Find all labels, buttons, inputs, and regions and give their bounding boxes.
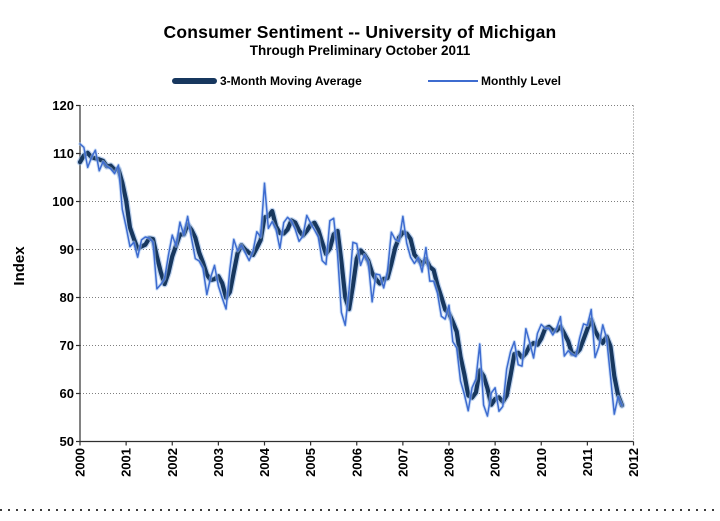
x-tick-labels: 2000 2001 2002 2003 2004 2005 2006 2007 2008 2009… — [73, 447, 642, 477]
y-tick-label: 90 — [60, 242, 74, 257]
x-tick-label: 2003 — [211, 448, 226, 477]
x-tick-label: 2010 — [534, 448, 549, 477]
monthly-level-line — [79, 143, 623, 417]
y-tick-label: 50 — [60, 434, 74, 449]
page-subtitle: Through Preliminary October 2011 — [249, 43, 471, 58]
footer-dotted-line — [0, 509, 720, 511]
x-tick-label: 2006 — [349, 448, 364, 477]
x-tick-label: 2004 — [257, 447, 272, 477]
y-tick-label: 100 — [52, 194, 74, 209]
x-tick-label: 2012 — [626, 448, 641, 477]
legend-item-moving-average: 3-Month Moving Average — [172, 74, 362, 88]
page-title: Consumer Sentiment -- University of Mich… — [163, 22, 557, 42]
y-tick-label: 70 — [60, 338, 74, 353]
x-tick-label: 2007 — [395, 448, 410, 477]
x-tick-label: 2011 — [580, 448, 595, 476]
y-tick-label: 60 — [60, 386, 74, 401]
series-lines — [76, 142, 626, 418]
y-tick-label: 110 — [53, 146, 74, 161]
y-axis-title: Index — [11, 246, 28, 286]
x-tick-label: 2009 — [488, 448, 503, 477]
y-tick-label: 80 — [60, 290, 74, 305]
moving-average-line-swatch — [172, 78, 217, 84]
x-tick-label: 2000 — [73, 448, 88, 477]
monthly-level-line-swatch — [428, 79, 478, 83]
x-tick-label: 2002 — [165, 448, 180, 477]
legend-label-monthly-level: Monthly Level — [481, 74, 562, 88]
y-tick-labels: 50 60 70 80 90 100 110 120 — [52, 98, 74, 449]
y-tick-label: 120 — [52, 98, 74, 113]
x-tick-label: 2005 — [303, 448, 318, 477]
legend-label-moving-average: 3-Month Moving Average — [220, 74, 362, 88]
x-tick-label: 2001 — [119, 448, 134, 477]
legend-item-monthly-level: Monthly Level — [428, 74, 561, 88]
x-tick-label: 2008 — [442, 448, 457, 477]
